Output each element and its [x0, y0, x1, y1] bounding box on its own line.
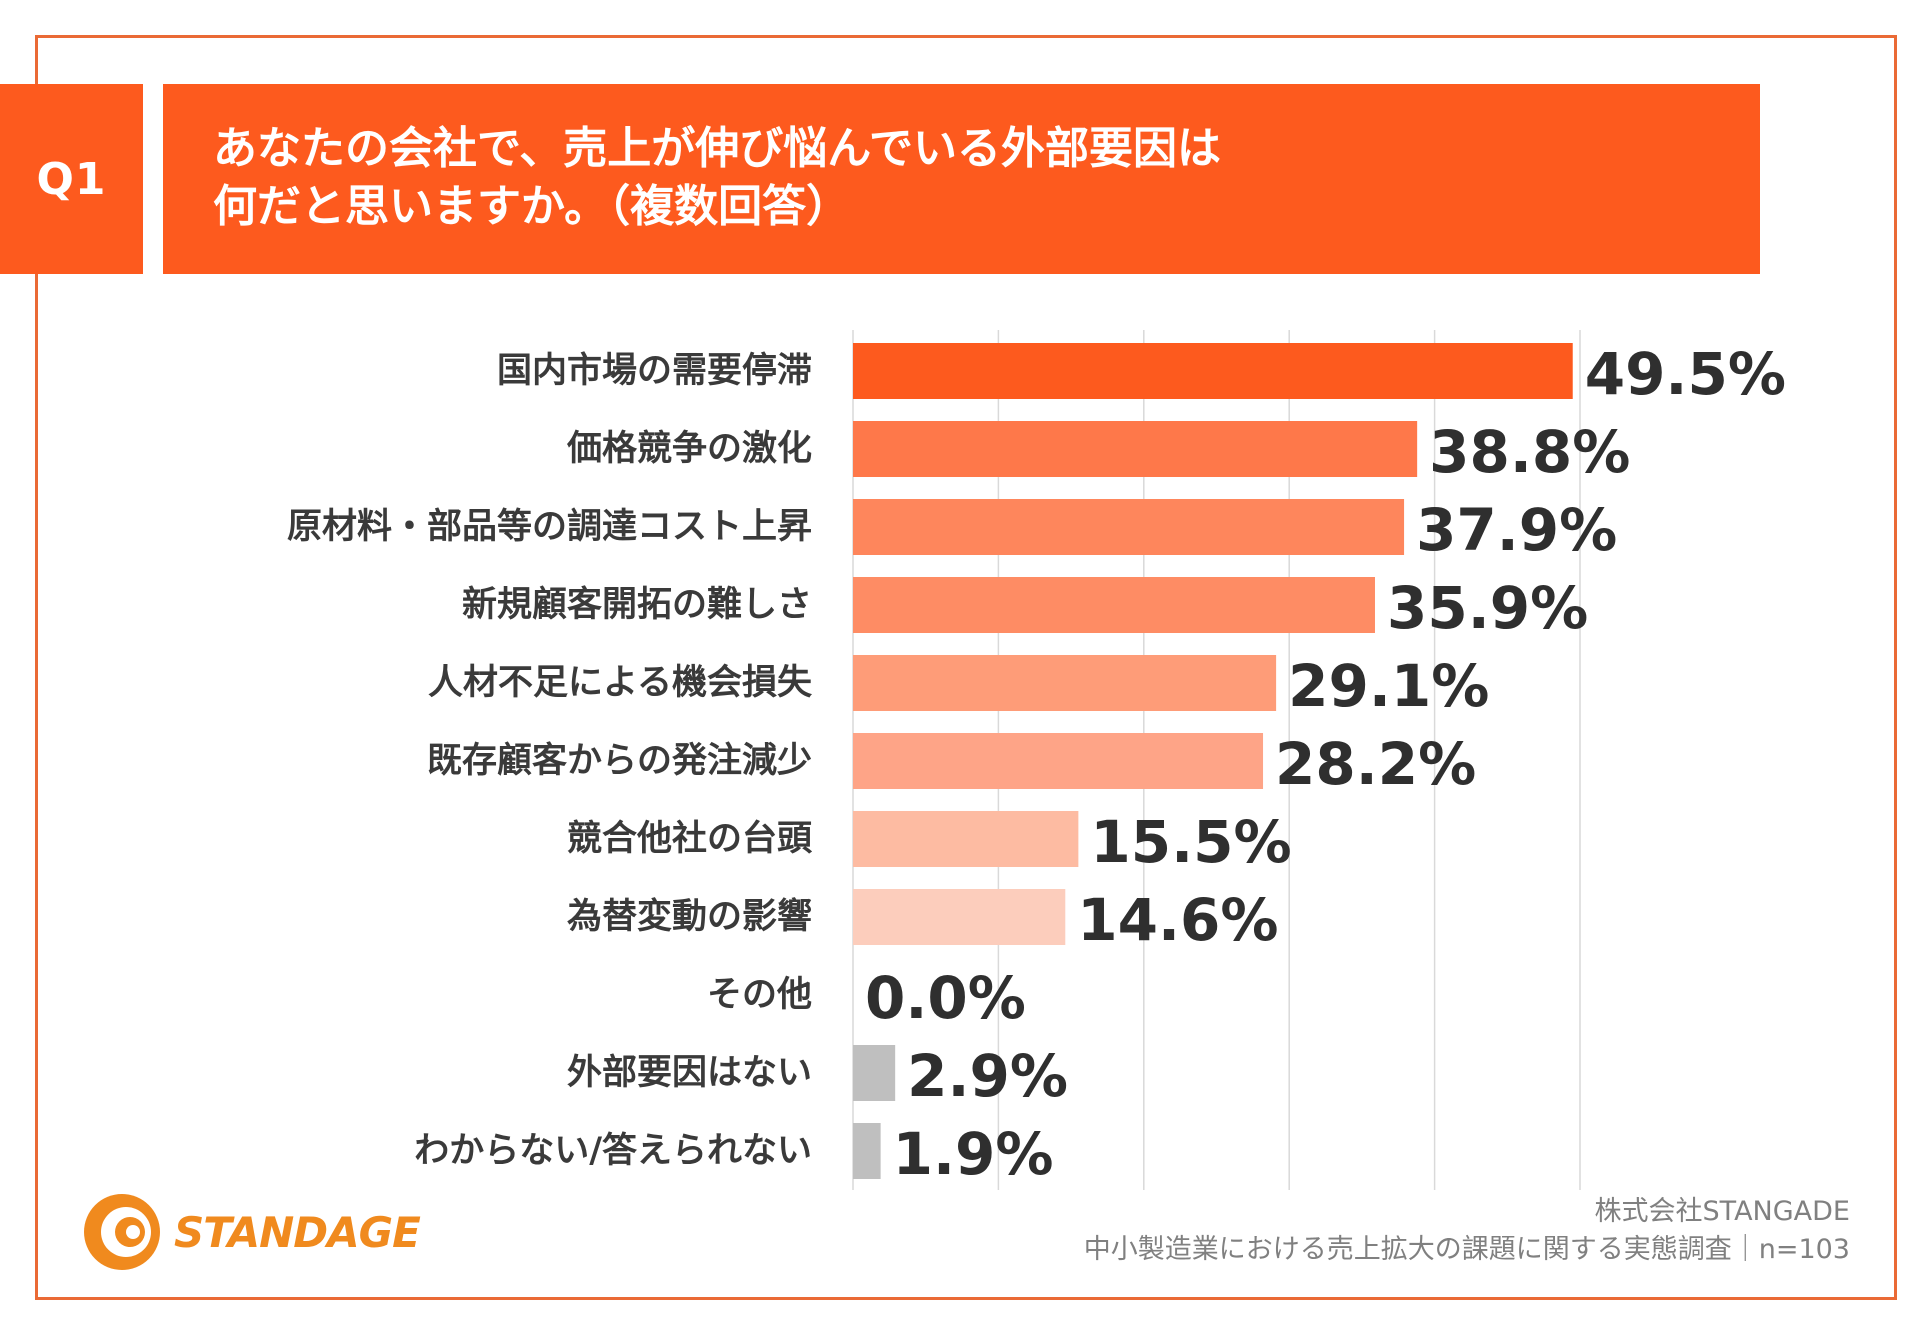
question-banner: あなたの会社で、売上が伸び悩んでいる外部要因は 何だと思いますか。（複数回答） — [163, 84, 1760, 274]
bar — [853, 421, 1418, 477]
category-label: 外部要因はない — [567, 1053, 812, 1093]
question-badge: Q1 — [0, 84, 143, 274]
source-company: 株式会社STANGADE — [1594, 1196, 1850, 1227]
value-label: 49.5% — [1585, 340, 1786, 408]
category-label: 価格競争の激化 — [566, 429, 812, 469]
value-label: 2.9% — [907, 1042, 1068, 1110]
value-label: 29.1% — [1288, 652, 1489, 720]
value-label: 35.9% — [1387, 574, 1588, 642]
logo-text: STANDAGE — [174, 1207, 421, 1257]
category-label: 新規顧客開拓の難しさ — [462, 584, 812, 625]
bar — [853, 733, 1264, 789]
bar — [853, 811, 1079, 867]
standage-logo: STANDAGE — [80, 1190, 421, 1274]
question-line-2: 何だと思いますか。（複数回答） — [213, 181, 851, 232]
category-label: わからない/答えられない — [414, 1131, 812, 1171]
category-label: その他 — [707, 975, 812, 1015]
bar — [853, 343, 1573, 399]
value-label: 0.0% — [865, 964, 1026, 1032]
value-label: 28.2% — [1275, 730, 1476, 798]
category-label: 競合他社の台頭 — [567, 819, 813, 859]
bar — [853, 577, 1375, 633]
category-label: 原材料・部品等の調達コスト上昇 — [287, 507, 812, 547]
category-label: 国内市場の需要停滞 — [497, 351, 812, 391]
value-label: 1.9% — [893, 1120, 1054, 1188]
bar — [853, 655, 1277, 711]
outer-frame — [35, 35, 1897, 1300]
bar — [853, 499, 1405, 555]
bar — [853, 889, 1066, 945]
source-survey: 中小製造業における売上拡大の課題に関する実態調査｜n=103 — [1083, 1234, 1850, 1265]
bar — [853, 1045, 896, 1101]
category-label: 為替変動の影響 — [567, 896, 812, 937]
category-label: 既存顧客からの発注減少 — [427, 740, 812, 781]
source-note: 株式会社STANGADE 中小製造業における売上拡大の課題に関する実態調査｜n=… — [1084, 1193, 1850, 1269]
standage-logo-icon — [84, 1194, 160, 1270]
value-label: 14.6% — [1077, 886, 1278, 954]
bar — [853, 1123, 881, 1179]
category-label: 人材不足による機会損失 — [428, 663, 813, 703]
value-label: 37.9% — [1416, 496, 1617, 564]
value-label: 15.5% — [1090, 808, 1291, 876]
question-line-1: あなたの会社で、売上が伸び悩んでいる外部要因は — [213, 123, 1222, 174]
value-label: 38.8% — [1429, 418, 1630, 486]
